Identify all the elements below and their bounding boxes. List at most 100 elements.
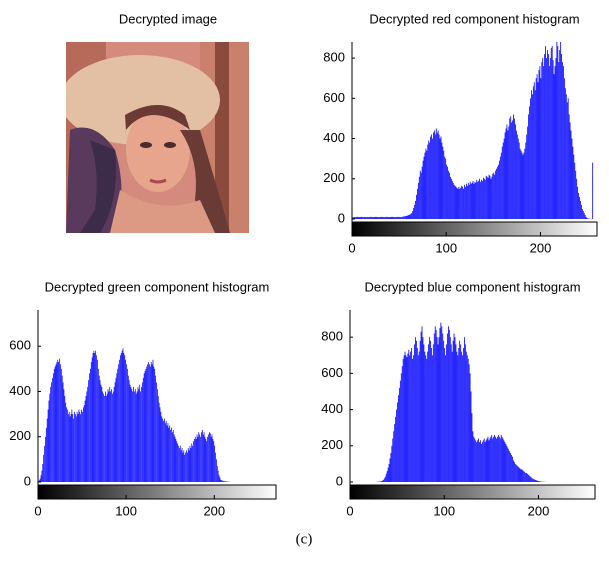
bar <box>586 217 588 219</box>
bar <box>536 480 538 482</box>
bar <box>404 351 406 482</box>
bar <box>474 438 476 482</box>
bar <box>360 216 362 219</box>
bar <box>220 479 222 482</box>
bar <box>187 448 189 482</box>
bar <box>103 393 104 482</box>
bar <box>381 481 382 482</box>
bar <box>384 476 386 482</box>
bar <box>173 434 175 482</box>
bar <box>82 407 84 482</box>
bar <box>128 380 130 482</box>
bar <box>511 122 513 219</box>
bar <box>497 436 498 482</box>
bar <box>494 434 495 482</box>
bar <box>406 215 408 219</box>
bar <box>399 216 400 219</box>
bar <box>133 386 134 482</box>
bar <box>432 138 433 219</box>
bar <box>179 448 180 482</box>
bar <box>389 458 391 482</box>
bar <box>531 90 532 219</box>
bar <box>449 172 450 219</box>
bar <box>505 128 507 219</box>
bar <box>460 187 462 219</box>
bar <box>587 218 589 219</box>
bar <box>178 445 179 482</box>
bar <box>554 66 556 220</box>
y-tick-label: 600 <box>323 90 345 105</box>
bar <box>384 216 386 219</box>
bar <box>78 409 80 482</box>
bar <box>67 409 68 482</box>
bar <box>42 463 44 482</box>
bar <box>580 200 581 219</box>
bar <box>486 176 488 219</box>
bar <box>182 452 184 482</box>
bar <box>145 368 147 482</box>
bar <box>150 362 152 482</box>
bar <box>570 130 572 219</box>
bar <box>356 216 358 219</box>
bar <box>478 438 479 482</box>
bar <box>580 204 582 219</box>
bar <box>431 348 432 482</box>
bar <box>509 451 511 482</box>
bar <box>428 344 430 482</box>
bar <box>91 357 93 482</box>
bar <box>538 481 540 482</box>
bar <box>131 389 133 482</box>
bar <box>411 348 413 482</box>
bar <box>395 216 397 219</box>
bar <box>171 432 173 482</box>
bar <box>507 447 509 482</box>
bar <box>75 414 76 482</box>
bar <box>222 480 223 482</box>
bar <box>552 60 554 220</box>
bar <box>496 438 497 482</box>
bar <box>223 480 224 482</box>
bar <box>408 214 410 219</box>
bar <box>378 217 380 219</box>
bar <box>358 217 360 219</box>
bar <box>564 78 565 219</box>
bar <box>465 186 466 219</box>
bar <box>79 411 81 482</box>
bar <box>519 468 521 482</box>
bar <box>393 216 395 219</box>
bar <box>207 436 208 482</box>
bar <box>573 154 575 219</box>
y-tick-label: 0 <box>24 473 31 488</box>
bar <box>471 182 473 219</box>
bar <box>440 322 442 482</box>
bar <box>205 439 207 482</box>
bar <box>401 366 403 482</box>
bar <box>484 179 486 219</box>
bar <box>403 216 405 219</box>
bar <box>559 50 561 219</box>
bar <box>359 216 361 219</box>
bar <box>462 186 464 219</box>
bar <box>410 351 412 482</box>
bar <box>475 182 477 219</box>
bar <box>195 439 197 482</box>
bar <box>429 142 431 219</box>
bar <box>127 375 129 482</box>
bar <box>119 359 120 482</box>
bar <box>163 420 164 482</box>
bar <box>382 479 384 482</box>
bar <box>59 358 60 482</box>
bar <box>123 353 125 482</box>
bar <box>402 358 404 482</box>
bar <box>219 477 221 482</box>
bar <box>470 391 472 482</box>
bar <box>585 216 587 219</box>
bar <box>459 340 461 482</box>
bar <box>538 70 540 219</box>
bar <box>415 200 416 219</box>
y-tick-label: 400 <box>9 383 31 398</box>
bar <box>221 480 223 482</box>
bar <box>448 170 449 219</box>
bar <box>149 364 150 482</box>
colorbar <box>351 221 598 237</box>
